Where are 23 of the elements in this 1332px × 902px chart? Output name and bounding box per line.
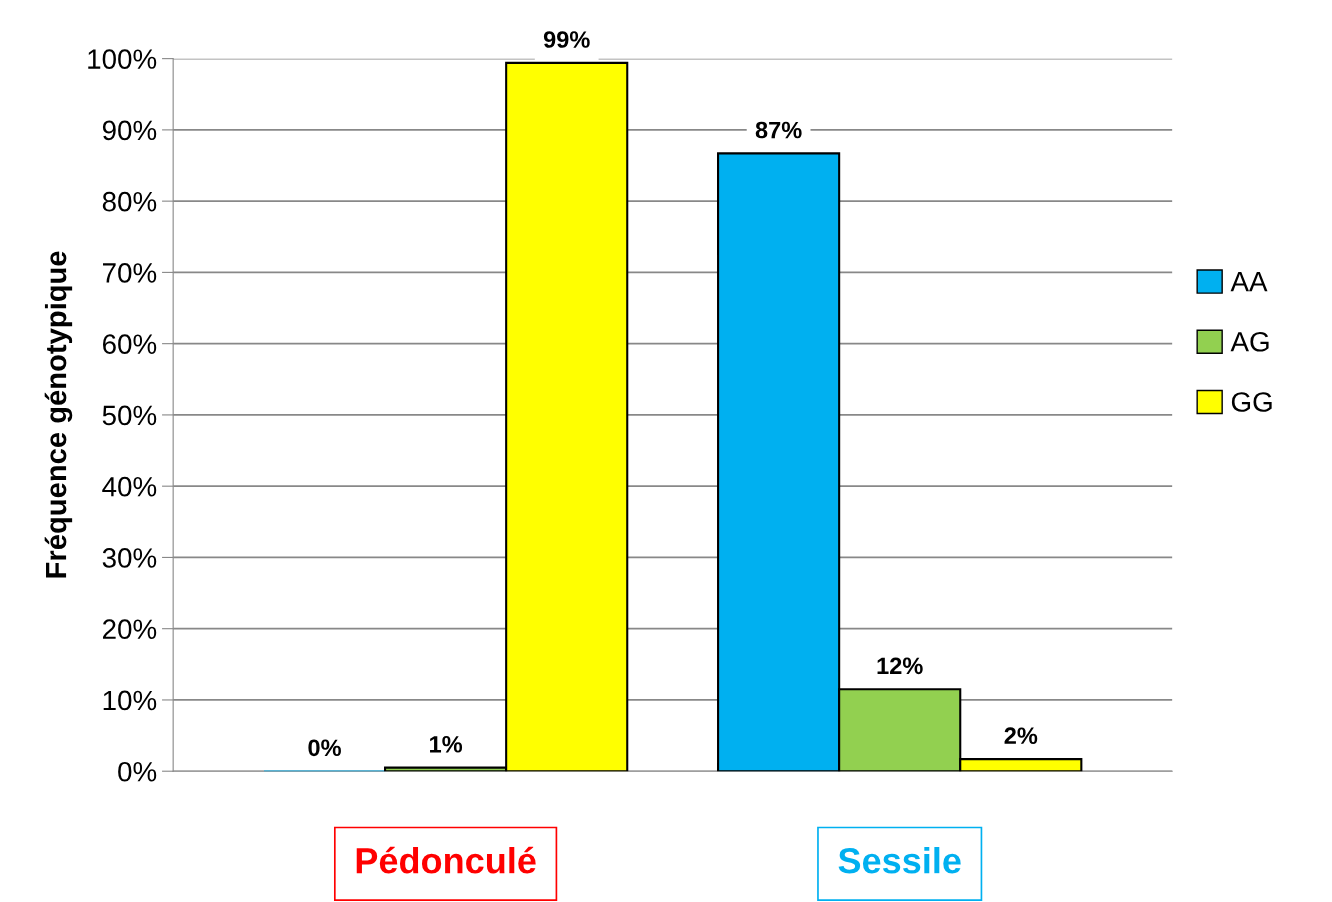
y-tick-label: 40% — [102, 476, 157, 497]
legend-label: GG — [1231, 392, 1272, 412]
y-tick-label: 10% — [103, 690, 157, 711]
y-tick-label: 80% — [102, 191, 157, 212]
legend-label: AG — [1230, 331, 1269, 352]
y-tick-label: 70% — [103, 263, 157, 283]
y-tick-label: 20% — [102, 619, 157, 640]
x-tick-label: Sessile — [838, 847, 961, 874]
y-tick-label: 100% — [88, 49, 157, 69]
data-label: 1% — [430, 735, 463, 753]
data-label: 12% — [877, 657, 923, 675]
data-label: 87% — [755, 121, 802, 139]
y-tick-label: 50% — [102, 405, 157, 426]
y-tick-label: 90% — [102, 120, 157, 141]
y-tick-label: 30% — [102, 548, 157, 568]
x-tick-label: Pédonculé — [356, 846, 536, 874]
data-label: 0% — [308, 739, 341, 757]
y-tick-label: 60% — [103, 334, 157, 354]
data-label: 99% — [543, 31, 590, 48]
y-tick-label: 0% — [118, 761, 157, 782]
legend-label: AA — [1230, 272, 1268, 292]
y-axis-title: Fréquence génotypique — [44, 251, 73, 578]
data-label: 2% — [1004, 727, 1038, 745]
